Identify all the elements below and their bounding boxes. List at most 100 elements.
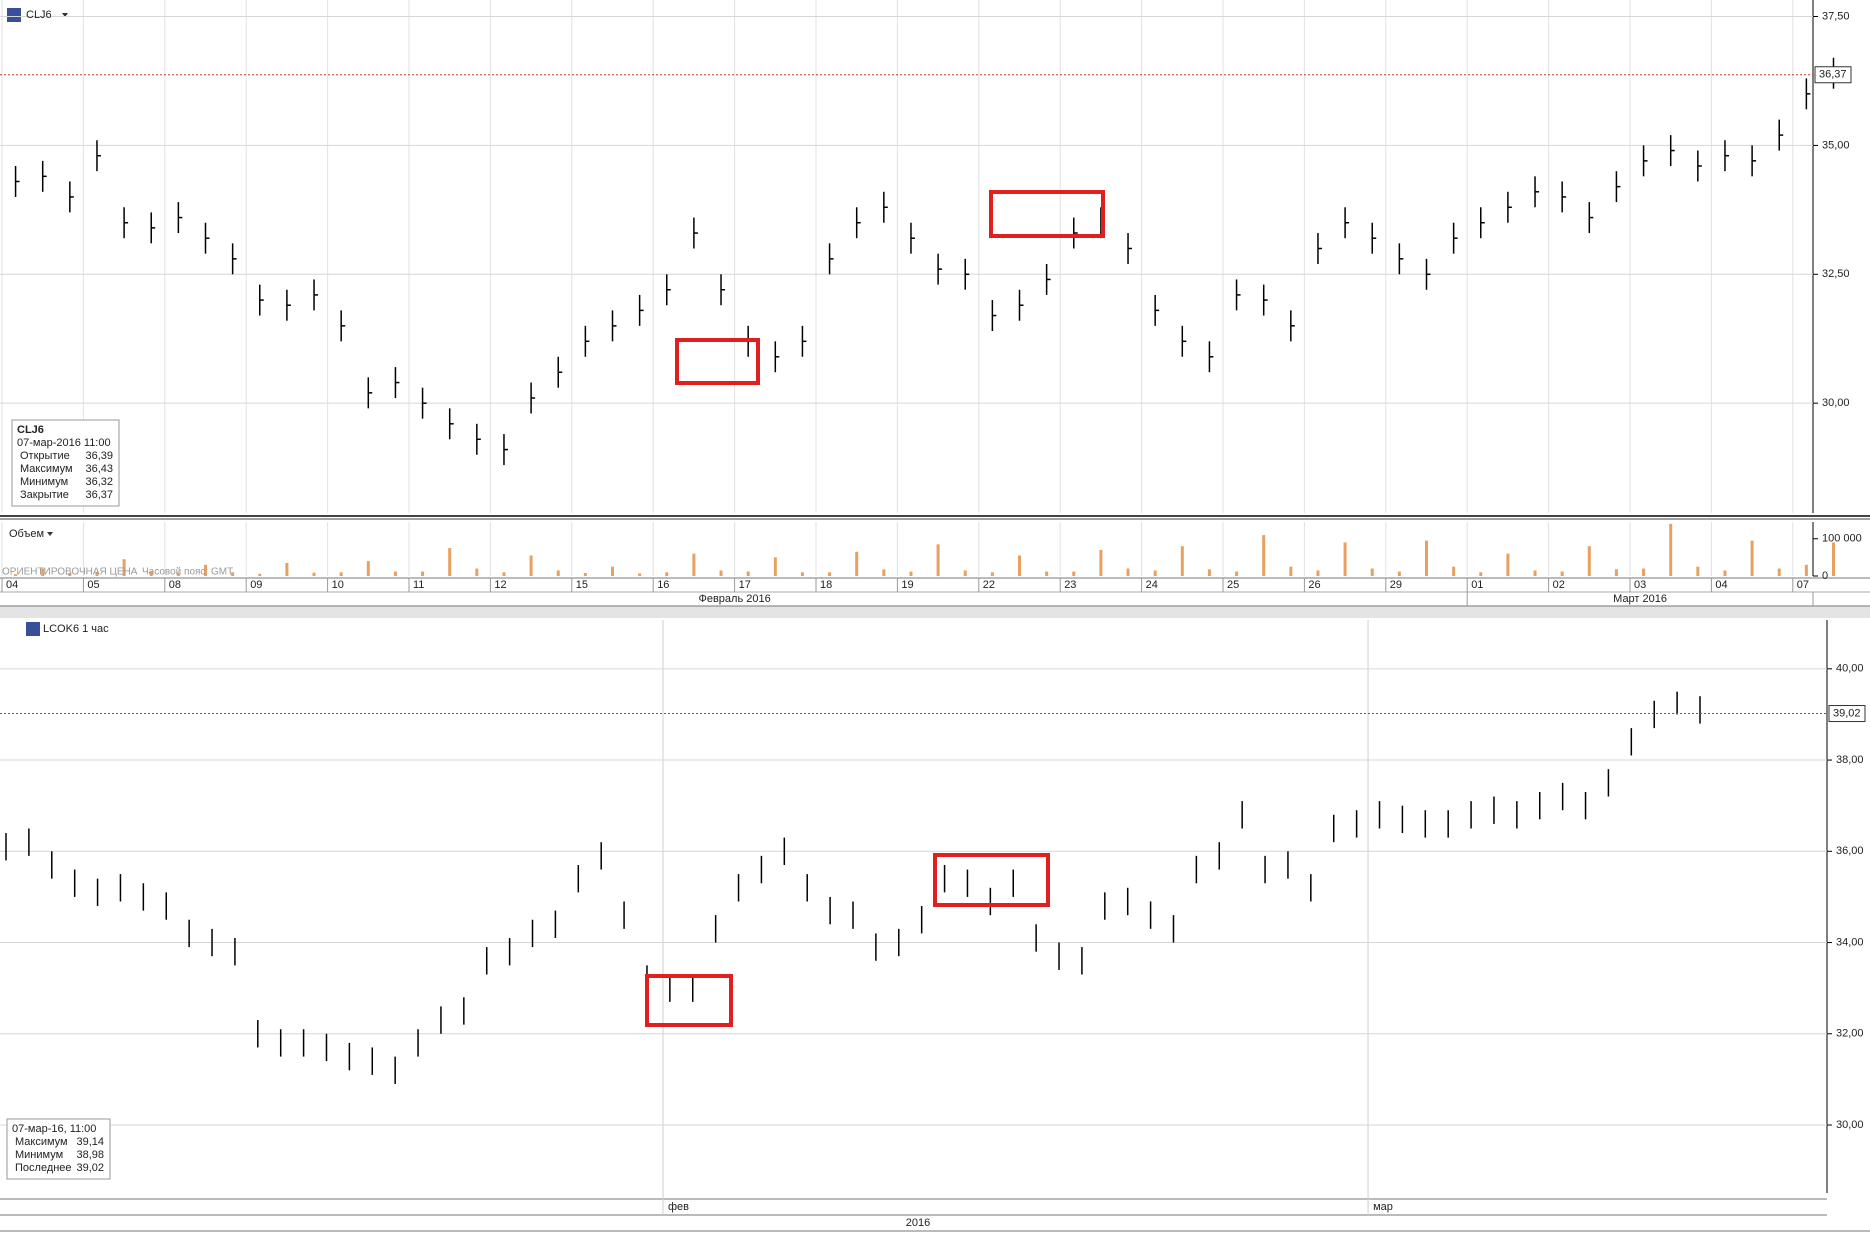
x-tick-label: 10 [332, 579, 344, 591]
volume-bar [1018, 555, 1021, 576]
month-label: Февраль 2016 [698, 593, 770, 605]
volume-bar [95, 572, 99, 576]
volume-bar [1587, 546, 1591, 576]
volume-bar [1235, 571, 1239, 576]
volume-bar [800, 572, 804, 576]
x-tick-label: 04 [6, 579, 18, 591]
panel-title: Объем [9, 528, 44, 540]
volume-bar [366, 561, 370, 576]
volume-bar [1343, 542, 1347, 576]
y-tick-label: 30,00 [1836, 1119, 1864, 1131]
volume-bar [149, 571, 153, 576]
x-tick-label: 19 [901, 579, 913, 591]
x-tick-label: 22 [983, 579, 995, 591]
y-tick-label: 30,00 [1822, 397, 1850, 409]
panel-gap [0, 606, 1870, 618]
chart-title: LCOK6 1 час [43, 623, 109, 635]
volume-bar [1560, 571, 1564, 576]
volume-bar [1153, 570, 1157, 576]
x-tick-label: 01 [1471, 579, 1483, 591]
instrument-icon[interactable] [7, 8, 21, 22]
info-value: 38,98 [76, 1149, 104, 1161]
volume-bar [502, 572, 506, 576]
volume-bar [258, 573, 262, 576]
x-tick-label: 29 [1390, 579, 1402, 591]
volume-bar [855, 551, 859, 576]
volume-bar [1614, 569, 1618, 576]
y-tick-label: 40,00 [1836, 663, 1864, 675]
volume-bar [41, 568, 45, 576]
volume-bar [1126, 568, 1130, 576]
info-value: 36,37 [85, 489, 113, 501]
info-label: Минимум [15, 1149, 63, 1161]
volume-bar [746, 571, 750, 576]
volume-bar [1099, 549, 1103, 576]
info-label: Максимум [20, 463, 73, 475]
volume-bar [1696, 566, 1700, 576]
volume-bar [1777, 568, 1781, 576]
volume-bar [828, 572, 832, 576]
volume-bar [448, 548, 452, 576]
x-tick-label: 12 [494, 579, 506, 591]
info-box [6, 1118, 111, 1180]
volume-bar [1533, 570, 1537, 576]
volume-bar [1207, 569, 1211, 576]
watermark-note: Часовой пояс: GMT [142, 567, 233, 578]
volume-bar [1479, 572, 1483, 576]
volume-bar [556, 570, 560, 576]
x-tick-label: 11 [413, 579, 424, 591]
volume-bar [719, 570, 723, 576]
volume-bar [68, 573, 72, 576]
x-tick-label: 02 [1553, 579, 1565, 591]
highlight-box [645, 974, 733, 1027]
volume-bar [583, 573, 587, 576]
volume-bar [692, 553, 696, 576]
info-value: 39,14 [76, 1136, 104, 1148]
volume-bar [1832, 542, 1835, 576]
volume-bar [936, 544, 940, 576]
volume-bar [231, 572, 235, 576]
volume-bar [475, 568, 479, 576]
info-value: 39,02 [76, 1162, 104, 1174]
instrument-icon[interactable] [26, 622, 40, 636]
volume-bar [1397, 571, 1401, 576]
volume-bar [1316, 570, 1320, 576]
y-tick-label: 36,00 [1836, 845, 1864, 857]
chart-title: CLJ6 [26, 9, 52, 21]
volume-bar [1750, 540, 1754, 576]
info-value: 36,39 [85, 450, 113, 462]
last-price-label: 36,37 [1819, 69, 1847, 81]
info-label: Открытие [20, 450, 70, 462]
y-tick-label: 32,50 [1822, 268, 1850, 280]
volume-bar [204, 564, 207, 576]
x-tick-label: 16 [657, 579, 669, 591]
info-value: 36,43 [85, 463, 113, 475]
y-tick-label: 34,00 [1836, 936, 1864, 948]
dropdown-arrow[interactable] [62, 13, 68, 17]
highlight-box [933, 853, 1050, 907]
volume-bar [638, 573, 642, 576]
dropdown-arrow[interactable] [47, 532, 53, 536]
last-price-tag [1828, 705, 1866, 723]
volume-bar [1642, 568, 1646, 576]
x-tick-label: 23 [1064, 579, 1076, 591]
y-tick-label: 38,00 [1836, 754, 1864, 766]
x-group-label: 2016 [906, 1217, 930, 1229]
x-tick-label: мар [1373, 1201, 1393, 1213]
highlight-box [989, 190, 1105, 238]
volume-bar [1289, 566, 1293, 576]
x-tick-label: 26 [1308, 579, 1320, 591]
volume-bar [14, 574, 18, 576]
volume-bar [665, 572, 669, 576]
volume-bar [1506, 553, 1510, 576]
y-tick-label: 37,50 [1822, 10, 1850, 22]
x-tick-label: 18 [820, 579, 832, 591]
info-title: CLJ6 [17, 424, 44, 436]
y-tick-label: 0 [1822, 570, 1828, 582]
y-tick-label: 35,00 [1822, 139, 1850, 151]
volume-bar [1262, 535, 1266, 576]
volume-bar [1425, 540, 1428, 576]
